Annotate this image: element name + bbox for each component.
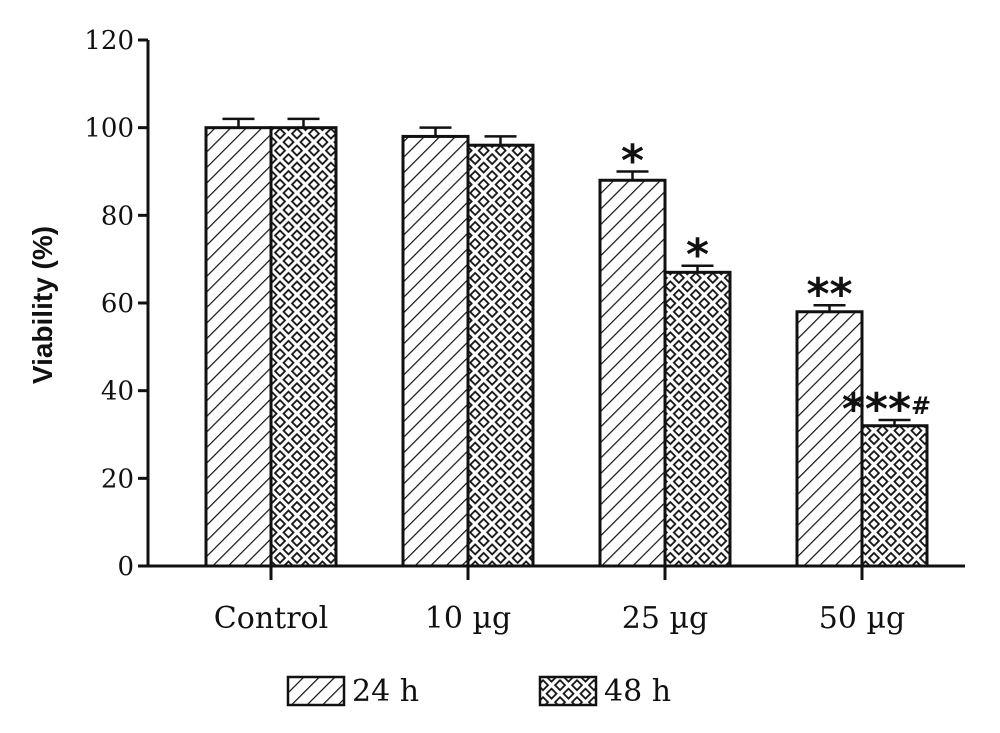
legend: 24 h 48 h [286,674,671,709]
significance-annotation: ** [806,269,852,320]
bar [860,424,929,568]
bar [269,126,338,568]
x-tick-label: Control [214,601,328,636]
y-tick-label: 100 [84,114,134,144]
legend-swatch [286,675,346,707]
x-tick-label: 25 µg [622,601,708,636]
bar [466,143,535,568]
y-tick-label: 60 [101,289,134,319]
y-tick-label: 20 [101,464,134,494]
y-tick-label: 120 [84,26,134,56]
significance-annotation: * [686,230,709,281]
y-axis-title: Viability (%) [27,226,58,384]
significance-hash: # [911,391,931,420]
significance-annotation: * [621,136,644,187]
y-tick-label: 40 [101,377,134,407]
y-tick-label: 80 [101,201,134,231]
y-tick-label: 0 [117,552,134,582]
bar [401,134,470,568]
x-tick-label: 10 µg [425,601,511,636]
legend-label: 24 h [352,674,419,709]
legend-swatch [538,675,598,707]
x-tick-label: 50 µg [819,601,905,636]
bar [598,178,667,568]
bar [204,126,273,568]
bar [663,270,732,568]
bar [795,310,864,568]
bars [204,117,929,568]
legend-label: 48 h [604,674,671,709]
